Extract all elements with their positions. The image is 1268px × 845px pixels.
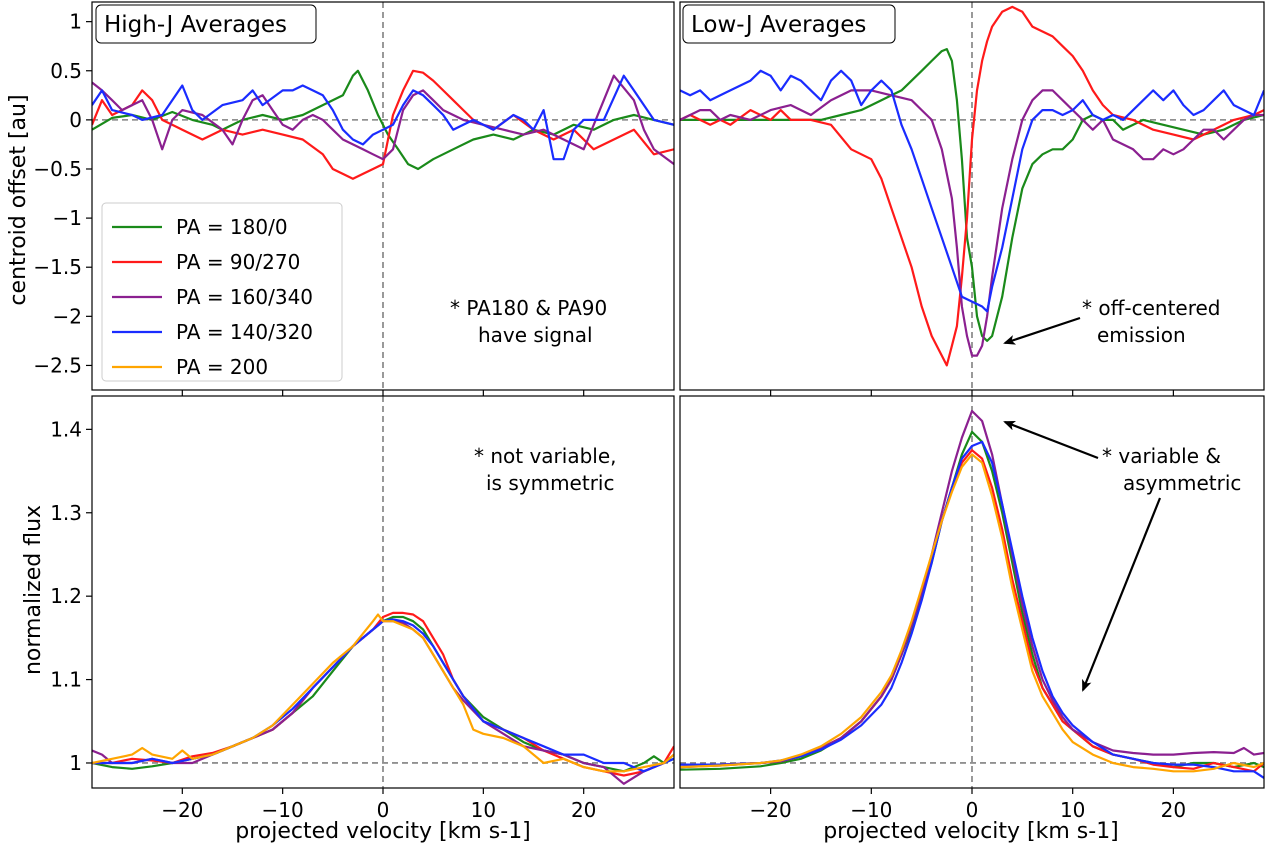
y-tick-label: 0.5 (50, 59, 82, 83)
x-tick-label: 20 (571, 798, 596, 822)
annotation-top-right-line1: * off-centered (1082, 296, 1221, 320)
x-axis-label-left: projected velocity [km s-1] (235, 819, 531, 844)
annotation-bottom-right: * variable & asymmetric (1102, 444, 1241, 495)
x-axis-label-right: projected velocity [km s-1] (823, 819, 1119, 844)
x-tick-label: 0 (377, 798, 390, 822)
annotation-top-left: * PA180 & PA90 have signal (450, 296, 607, 347)
y-tick-label: −2 (53, 304, 82, 328)
y-axis-label-bottom: normalized flux (21, 505, 46, 675)
arrow-asymmetric-wing (1081, 497, 1162, 692)
y-tick-label: −1 (53, 206, 82, 230)
series-line-pa-90-270 (680, 5, 1264, 367)
arrow-off-centered (1003, 316, 1081, 345)
x-tick-label: −10 (850, 798, 892, 822)
series-line-pa-200 (680, 453, 1264, 773)
legend-label: PA = 140/320 (176, 320, 313, 344)
y-tick-label: 1 (69, 751, 82, 775)
legend-label: PA = 180/0 (176, 215, 288, 239)
x-tick-label: 0 (966, 798, 979, 822)
x-tick-label: −20 (161, 798, 203, 822)
legend-frame (101, 202, 343, 382)
legend: PA = 180/0 PA = 90/270 PA = 160/340 PA = 14… (101, 202, 343, 382)
arrow-variable-peak (1003, 420, 1099, 460)
legend-label: PA = 90/270 (176, 250, 300, 274)
annotation-bottom-right-line1: * variable & (1102, 444, 1221, 468)
series-group-top-right (680, 5, 1264, 367)
y-tick-label: 1.1 (50, 668, 82, 692)
series-line-pa-140-320 (680, 69, 1264, 313)
annotation-bottom-left: * not variable, is symmetric (474, 444, 617, 495)
series-line-pa-160-340 (92, 74, 674, 165)
x-tick-label: 10 (471, 798, 496, 822)
x-tick-label: −20 (750, 798, 792, 822)
annotation-top-right: * off-centered emission (1082, 296, 1221, 347)
annotation-top-left-line2: have signal (478, 323, 593, 347)
y-tick-label: 0 (69, 108, 82, 132)
series-line-pa-160-340 (680, 409, 1264, 769)
series-line-pa-200 (92, 613, 674, 773)
annotation-bottom-left-line1: * not variable, (474, 444, 617, 468)
series-line-pa-90-270 (92, 69, 674, 180)
y-axis-label-top: centroid offset [au] (6, 94, 31, 305)
y-tick-label: −2.5 (33, 353, 82, 377)
title-box-high-j: High-J Averages (95, 4, 317, 44)
legend-label: PA = 200 (176, 355, 268, 379)
panel-title-low-j: Low-J Averages (691, 12, 866, 38)
panel-bottom-right: −20 −10 0 10 20 (679, 395, 1265, 822)
annotation-bottom-right-line2: asymmetric (1123, 471, 1241, 495)
series-group-bottom-left (92, 611, 674, 785)
series-group-top-left (92, 69, 674, 180)
x-tick-label: −10 (262, 798, 304, 822)
y-tick-label: 1.3 (50, 501, 82, 525)
panel-title-high-j: High-J Averages (104, 12, 287, 38)
series-line-pa-180-0 (680, 48, 1264, 342)
annotation-bottom-left-line2: is symmetric (486, 471, 614, 495)
series-line-pa-140-320 (92, 74, 674, 161)
y-tick-label: 1.2 (50, 584, 82, 608)
x-tick-label: 20 (1161, 798, 1186, 822)
panel-top-left: 1 0.5 0 −0.5 −1 −1.5 −2 −2.5 (33, 1, 675, 396)
title-box-low-j: Low-J Averages (682, 4, 896, 44)
panel-top-right (679, 1, 1265, 396)
series-group-bottom-right (680, 409, 1264, 779)
y-tick-label: 1 (69, 10, 82, 34)
annotation-top-left-line1: * PA180 & PA90 (450, 296, 607, 320)
legend-label: PA = 160/340 (176, 285, 313, 309)
y-tick-label: −1.5 (33, 255, 82, 279)
series-line-pa-160-340 (680, 89, 1264, 357)
y-tick-label: −0.5 (33, 157, 82, 181)
x-tick-label: 10 (1060, 798, 1085, 822)
annotation-top-right-line2: emission (1097, 323, 1186, 347)
panel-bottom-left: −20 −10 0 10 20 1 1.1 1.2 1.3 1.4 (50, 395, 675, 822)
series-line-pa-180-0 (92, 69, 674, 171)
series-line-pa-140-320 (680, 440, 1264, 779)
y-tick-label: 1.4 (50, 417, 82, 441)
